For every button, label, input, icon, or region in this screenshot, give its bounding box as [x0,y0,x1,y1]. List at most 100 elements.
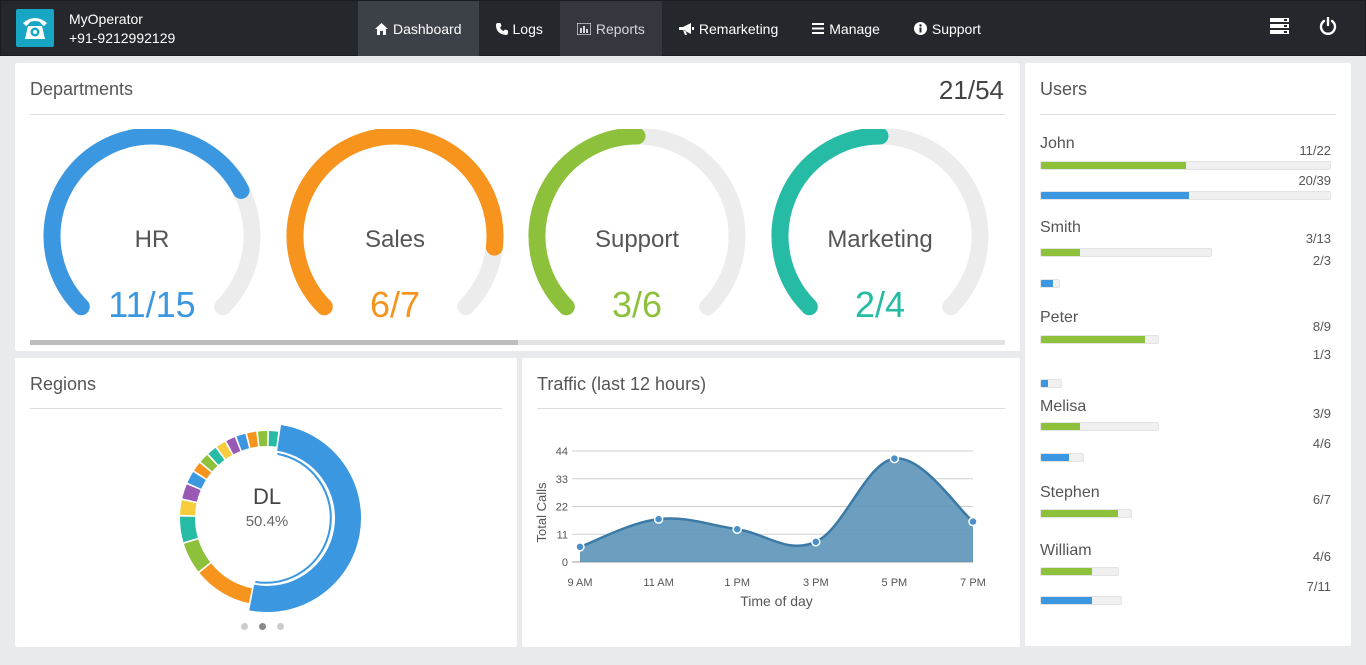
user-green-bar [1040,567,1119,576]
carousel-dot[interactable] [241,623,248,630]
myoperator-logo[interactable] [16,9,54,47]
gauge-fill [43,129,250,316]
divider [30,408,502,409]
donut-slice[interactable] [247,431,259,448]
nav-support-label: Support [931,20,981,37]
donut-slice[interactable] [180,500,197,516]
x-tick-label: 1 PM [724,577,750,589]
top-navbar: MyOperator +91-9212992129 Dashboard Logs… [0,0,1366,56]
nav-logs[interactable]: Logs [479,1,560,56]
gauge-support[interactable]: Support 3/6 [517,129,757,329]
nav-support[interactable]: Support [897,1,998,56]
y-tick-label: 33 [556,474,568,486]
user-blue-value: 7/11 [1306,579,1331,594]
y-tick-label: 22 [556,502,568,514]
donut-slice[interactable] [208,447,225,465]
nav-reports[interactable]: Reports [559,1,662,56]
server-icon[interactable] [1270,18,1289,34]
traffic-title: Traffic (last 12 hours) [537,374,707,394]
departments-scrollbar[interactable] [30,340,1005,345]
carousel-dot[interactable] [277,623,284,630]
user-blue-bar-fill [1041,454,1069,461]
gauge-support-arc [528,129,746,316]
gauge-fill [528,129,646,316]
brand-info: MyOperator +91-9212992129 [69,10,175,48]
donut-slice[interactable] [182,484,201,502]
user-name: John [1040,135,1075,152]
traffic-point[interactable] [889,453,900,464]
gauge-fill [771,129,889,316]
user-green-bar [1040,509,1132,518]
carousel-dot-active[interactable] [259,623,266,630]
y-axis-label: Total Calls [534,482,549,542]
gauge-sales-value: 6/7 [369,284,421,325]
user-green-bar-fill [1041,510,1119,517]
traffic-line [579,457,974,549]
traffic-point[interactable] [575,542,585,552]
nav-manage[interactable]: Manage [795,1,897,56]
donut-slice[interactable] [216,441,233,460]
scrollbar-thumb[interactable] [30,340,518,345]
user-green-value: 3/13 [1305,231,1331,246]
traffic-point[interactable] [811,537,821,547]
donut-slice[interactable] [187,472,206,489]
divider [30,114,1005,115]
donut-slice[interactable] [249,425,362,613]
user-name: Melisa [1040,398,1087,415]
user-green-value: 3/9 [1312,406,1331,421]
donut-slice[interactable] [194,463,212,479]
user-blue-bar-fill [1041,280,1053,287]
gauge-marketing-label: Marketing [827,226,933,253]
donut-slice[interactable] [268,431,279,447]
user-green-bar-fill [1041,568,1093,575]
info-icon [913,22,927,35]
user-name: Stephen [1040,484,1100,501]
gauge-hr[interactable]: HR 11/15 [32,129,272,329]
user-green-bar-fill [1041,336,1145,343]
user-blue-bar [1040,279,1060,288]
user-green-bar-fill [1041,162,1186,169]
user-blue-bar-fill [1041,380,1048,387]
divider [537,408,1005,409]
user-green-bar-fill [1041,423,1080,430]
phone-icon [495,22,508,35]
donut-slice[interactable] [180,516,198,543]
gauge-sales-label: Sales [364,226,426,253]
donut-center: DL 50.4% [207,484,327,530]
donut-center-value: 50.4% [245,513,289,530]
gauge-fill [286,129,504,316]
gauge-support-label: Support [594,226,680,253]
user-green-bar [1040,248,1212,257]
nav-logs-label: Logs [512,20,543,37]
donut-slice[interactable] [183,539,211,572]
x-tick-label: 3 PM [803,577,829,589]
divider [1040,114,1336,115]
traffic-area-chart[interactable]: 0 11 22 33 44 9 AM 11 AM 1 PM 3 PM 5 PM 7 PM Time o… [522,358,1020,647]
nav-remarketing[interactable]: Remarketing [662,1,795,56]
donut-slice[interactable] [199,563,252,604]
user-blue-bar [1040,453,1084,462]
donut-center-label: DL [252,484,282,509]
nav-dashboard[interactable]: Dashboard [358,1,479,56]
x-tick-label: 5 PM [882,577,908,589]
traffic-point[interactable] [653,514,664,524]
traffic-point[interactable] [968,516,978,527]
user-blue-value: 1/3 [1312,347,1331,362]
user-green-bar-fill [1041,249,1081,256]
traffic-panel: Traffic (last 12 hours) 0 11 22 33 44 9 AM 11 … [522,358,1020,647]
regions-donut-chart[interactable] [15,358,517,647]
donut-slice[interactable] [200,454,218,472]
x-axis-label: Time of day [740,593,813,609]
power-icon[interactable] [1319,17,1337,35]
gauge-marketing-value: 2/4 [854,284,906,325]
user-green-value: 8/9 [1312,319,1331,334]
donut-slice[interactable] [236,433,250,451]
nav-remarketing-label: Remarketing [698,20,779,37]
donut-slice[interactable] [226,437,241,455]
users-panel: Users John 11/22 20/39 Smith 3/13 2/3 Peter 8/9… [1025,63,1351,646]
gauge-hr-value: 11/15 [108,284,196,325]
donut-slice[interactable] [257,431,268,447]
traffic-point[interactable] [732,524,742,534]
gauge-marketing[interactable]: Marketing 2/4 [760,129,1000,329]
gauge-sales[interactable]: Sales 6/7 [275,129,515,329]
